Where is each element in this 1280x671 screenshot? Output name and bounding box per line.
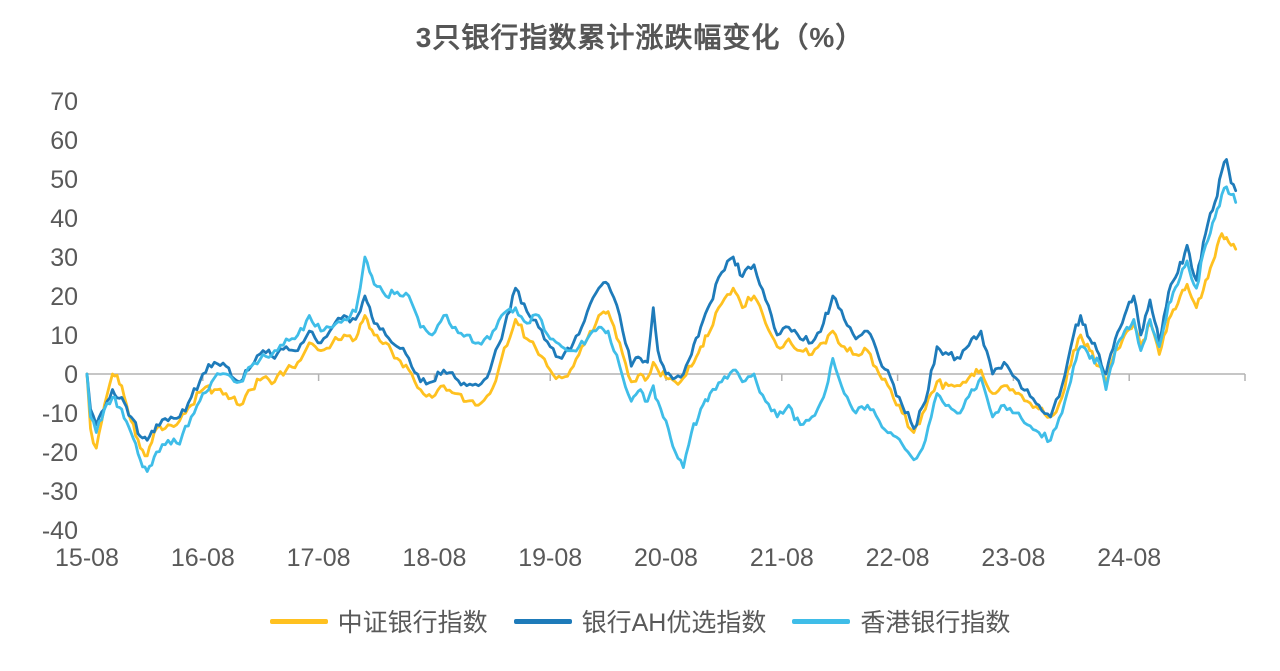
y-axis-tick-label: -30 (42, 478, 78, 506)
csi-bank-line-swatch (269, 618, 328, 624)
legend-label: 中证银行指数 (337, 609, 488, 637)
x-axis-tick-label: 23-08 (981, 544, 1045, 572)
y-axis-tick-label: 40 (50, 205, 78, 233)
y-axis-tick-label: 0 (64, 361, 78, 389)
legend-item-bank-ah: 银行AH优选指数 (513, 603, 767, 639)
y-axis-tick-label: 30 (50, 244, 78, 272)
x-axis-tick-label: 19-08 (518, 544, 582, 572)
x-axis-tick-label: 16-08 (171, 544, 235, 572)
hk-bank-line-swatch (792, 618, 851, 624)
series-line-1 (85, 158, 1238, 442)
y-axis-tick-label: -10 (42, 400, 78, 428)
legend-item-hk-bank: 香港银行指数 (792, 603, 1010, 639)
x-axis-tick-label: 18-08 (402, 544, 466, 572)
legend-label: 香港银行指数 (860, 609, 1011, 637)
legend-item-csi-bank: 中证银行指数 (269, 603, 488, 639)
legend-label: 银行AH优选指数 (581, 609, 767, 637)
y-axis-tick-label: -20 (42, 439, 78, 467)
x-axis-tick-label: 17-08 (287, 544, 351, 572)
series-line-0 (85, 232, 1238, 458)
y-axis-tick-label: -40 (42, 517, 78, 545)
y-axis-tick-label: 70 (50, 88, 78, 116)
x-axis-tick-label: 22-08 (866, 544, 930, 572)
chart-legend: 中证银行指数 银行AH优选指数 香港银行指数 (0, 603, 1280, 639)
series-line-2 (85, 185, 1238, 473)
chart-title: 3只银行指数累计涨跌幅变化（%） (415, 22, 865, 53)
x-axis-tick-label: 21-08 (750, 544, 814, 572)
y-axis-tick-label: 20 (50, 283, 78, 311)
bank-ah-line-swatch (513, 618, 572, 624)
y-axis-tick-label: 60 (50, 127, 78, 155)
y-axis-tick-label: 50 (50, 166, 78, 194)
x-axis-tick-label: 20-08 (634, 544, 698, 572)
x-axis-tick-label: 24-08 (1097, 544, 1161, 572)
y-axis-tick-label: 10 (50, 322, 78, 350)
x-axis-tick-label: 15-08 (55, 544, 119, 572)
